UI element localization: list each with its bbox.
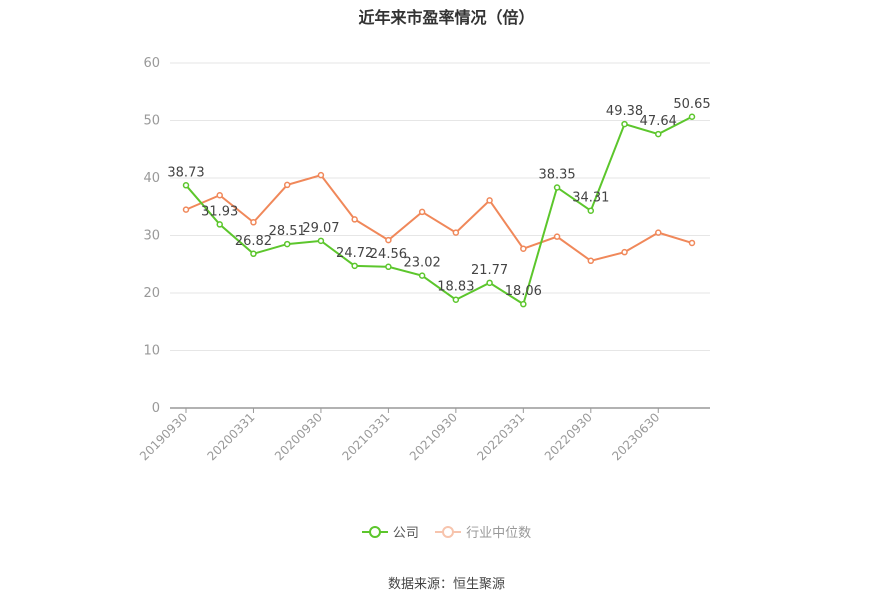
data-point (553, 184, 561, 191)
data-point (182, 206, 190, 213)
data-point (283, 240, 291, 248)
legend-item-company[interactable]: 公司 (361, 522, 419, 541)
data-label: 18.06 (505, 284, 542, 299)
data-label: 34.31 (572, 191, 609, 206)
series-industry-median (182, 171, 696, 265)
x-tick-label: 20230630 (609, 410, 662, 463)
x-tick-label: 20200331 (204, 410, 257, 463)
data-label: 49.38 (606, 104, 643, 119)
legend-industry-swatch (435, 525, 462, 539)
data-point (520, 300, 527, 308)
data-point (182, 182, 190, 189)
data-point (587, 207, 595, 214)
data-point (216, 221, 223, 228)
data-point (351, 262, 358, 270)
data-point (250, 219, 257, 226)
data-label: 24.56 (370, 247, 407, 262)
data-point (520, 245, 527, 252)
data-point (486, 279, 493, 287)
y-tick-label: 0 (152, 401, 160, 416)
x-tick-label: 20200930 (272, 410, 325, 463)
data-point (216, 192, 223, 199)
data-point (385, 236, 392, 244)
data-point (283, 181, 291, 189)
x-tick-label: 20210331 (339, 410, 392, 463)
legend-industry-label: 行业中位数 (466, 526, 532, 541)
data-label: 47.64 (640, 114, 677, 129)
gridlines (170, 62, 710, 351)
data-point (385, 263, 392, 271)
legend: 公司 行业中位数 (0, 522, 893, 543)
data-point (250, 250, 257, 258)
x-tick-label: 20220930 (542, 410, 595, 463)
data-label: 29.07 (302, 221, 339, 236)
y-tick-label: 30 (143, 229, 160, 244)
series-lines (182, 113, 696, 308)
y-axis-labels: 0 10 20 30 40 50 60 (143, 56, 160, 416)
data-label: 50.65 (673, 97, 710, 112)
data-point (621, 120, 628, 128)
x-tick-label: 20210930 (407, 410, 460, 463)
data-label: 18.83 (437, 280, 474, 295)
series-company (182, 113, 696, 308)
data-point (655, 130, 662, 138)
legend-item-industry-median[interactable]: 行业中位数 (435, 522, 531, 541)
data-label: 23.02 (404, 256, 441, 271)
y-tick-label: 50 (143, 114, 160, 129)
source-note: 数据来源：恒生聚源 (387, 577, 505, 592)
data-point (418, 208, 426, 216)
data-point (621, 248, 628, 256)
data-point (688, 113, 696, 121)
y-tick-label: 40 (143, 171, 160, 186)
data-point (486, 197, 493, 204)
data-point (317, 171, 325, 179)
data-label: 26.82 (235, 234, 272, 249)
y-tick-label: 60 (143, 56, 160, 71)
data-point (452, 296, 460, 303)
legend-company-swatch (361, 525, 388, 539)
data-point (452, 229, 460, 236)
data-label: 24.72 (336, 246, 373, 261)
data-label: 38.35 (538, 167, 575, 182)
data-point (655, 229, 662, 236)
y-tick-label: 10 (143, 344, 160, 359)
series-line (185, 115, 693, 306)
data-label: 38.73 (167, 165, 204, 180)
x-tick-label: 20190930 (137, 410, 190, 463)
series-line (185, 173, 693, 262)
chart-title: 近年来市盈率情况（倍） (358, 8, 535, 27)
data-label: 31.93 (201, 204, 238, 219)
data-label: 28.51 (269, 224, 306, 239)
data-point (418, 272, 426, 279)
data-point (688, 239, 696, 247)
x-tick-label: 20220331 (474, 410, 527, 463)
x-axis: 20190930 20200331 20200930 20210331 20210930… (137, 407, 710, 463)
y-tick-label: 20 (143, 286, 160, 301)
data-point (587, 257, 595, 265)
data-point (553, 233, 561, 240)
data-label: 21.77 (471, 263, 508, 278)
data-point (351, 216, 358, 223)
data-point (317, 237, 325, 245)
legend-company-label: 公司 (392, 526, 419, 541)
